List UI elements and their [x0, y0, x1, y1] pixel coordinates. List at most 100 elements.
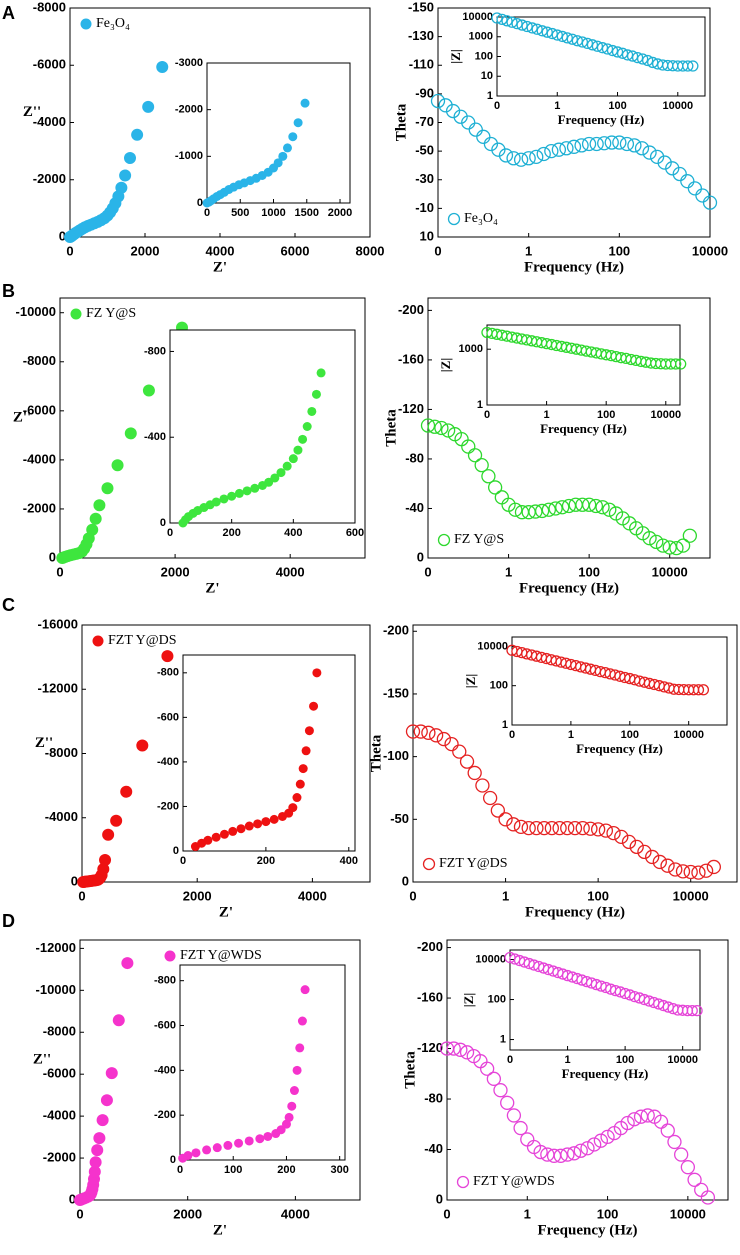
data-point — [631, 51, 644, 64]
y-tick-label: -200 — [154, 1109, 176, 1121]
x-tick-label: 4000 — [298, 888, 327, 903]
data-point — [552, 820, 567, 836]
legend-marker — [422, 857, 436, 871]
data-point — [657, 155, 672, 170]
x-tick-label: 1 — [554, 100, 560, 112]
x-tick-label: 2000 — [183, 888, 212, 903]
data-point — [498, 148, 514, 163]
data-point — [223, 1140, 233, 1150]
legend-label: Fe₃O₄ — [96, 16, 130, 31]
data-point — [606, 44, 619, 57]
data-point — [581, 497, 597, 512]
data-point — [596, 42, 609, 54]
y-tick-label: -150 — [408, 0, 434, 14]
data-point — [506, 16, 518, 28]
y-tick-label: -800 — [157, 667, 179, 679]
data-point — [597, 136, 612, 151]
data-point — [627, 138, 642, 153]
data-point — [551, 29, 563, 41]
data-point — [273, 158, 283, 168]
data-point — [88, 1165, 101, 1178]
x-tick-label: 2000 — [161, 564, 190, 579]
data-point — [529, 820, 544, 836]
x-axis-label: Frequency (Hz) — [540, 421, 627, 436]
legend-label: FZT Y@WDS — [473, 1174, 555, 1189]
x-tick-label: 0 — [484, 409, 490, 421]
y-tick-label: -600 — [157, 711, 179, 723]
data-point — [156, 60, 169, 73]
y-tick-label: -110 — [409, 57, 434, 72]
data-point — [288, 803, 298, 813]
data-point — [556, 30, 568, 43]
data-point — [479, 1061, 495, 1076]
data-point — [293, 118, 303, 128]
data-point — [649, 534, 664, 550]
x-tick-label: 2000 — [328, 207, 352, 219]
y-tick-label: -30 — [415, 171, 434, 186]
data-point — [675, 538, 691, 553]
x-tick-label: 2000 — [131, 243, 160, 258]
data-point — [284, 1112, 294, 1122]
data-point — [687, 181, 703, 196]
y-tick-label: 0 — [59, 228, 66, 243]
data-point — [461, 115, 476, 130]
data-point — [636, 53, 649, 65]
x-tick-label: 1000 — [261, 207, 285, 219]
data-point — [571, 35, 583, 47]
x-tick-label: 8000 — [356, 243, 385, 258]
data-point — [566, 1146, 582, 1161]
data-point — [483, 136, 499, 152]
data-point — [687, 1172, 702, 1187]
data-point — [136, 739, 149, 752]
data-point — [300, 98, 310, 108]
panel-label: C — [2, 595, 15, 615]
y-tick-label: -120 — [417, 1040, 443, 1055]
data-point — [293, 445, 303, 455]
data-point — [695, 188, 710, 203]
data-point — [487, 480, 503, 495]
y-axis-label: Theta — [393, 103, 409, 141]
x-tick-label: 200 — [277, 1164, 295, 1176]
y-tick-label: -1000 — [175, 150, 203, 162]
data-point — [516, 19, 528, 31]
x-tick-label: 4000 — [276, 564, 305, 579]
data-point — [536, 820, 552, 836]
y-axis-label: Z'' — [33, 1051, 51, 1067]
data-point — [513, 152, 529, 167]
plot-frame — [496, 16, 706, 97]
data-point — [559, 141, 574, 156]
x-tick-label: 1 — [502, 888, 509, 903]
x-tick-label: 100 — [578, 564, 600, 579]
data-point — [191, 1148, 201, 1158]
plot-frame — [486, 324, 681, 406]
x-tick-label: 0 — [509, 729, 515, 741]
data-point — [270, 473, 280, 483]
data-point — [508, 502, 523, 517]
x-tick-label: 10000 — [673, 888, 709, 903]
y-tick-label: -400 — [144, 431, 166, 443]
data-point — [292, 1065, 302, 1075]
data-point — [86, 523, 99, 536]
data-point — [430, 93, 446, 109]
y-tick-label: 1 — [500, 1033, 506, 1045]
data-point — [105, 1067, 118, 1080]
data-point — [660, 1123, 675, 1138]
data-point — [91, 1144, 104, 1157]
data-point — [219, 829, 229, 839]
data-point — [573, 1143, 588, 1158]
y-tick-label: -16000 — [38, 616, 78, 631]
y-axis-label: |Z| — [461, 993, 476, 1007]
x-tick-label: 1 — [564, 1054, 570, 1066]
y-tick-label: -8000 — [23, 353, 56, 368]
y-tick-label: -200 — [398, 302, 424, 317]
data-point — [560, 1147, 575, 1162]
data-point — [309, 701, 319, 711]
y-axis-label: Z'' — [35, 735, 53, 751]
data-point — [493, 1083, 508, 1098]
data-point — [278, 151, 288, 161]
y-tick-label: -800 — [144, 345, 166, 357]
y-tick-label: -40 — [405, 500, 424, 515]
x-tick-label: 100 — [608, 100, 626, 112]
data-point — [675, 864, 691, 879]
x-tick-label: 0 — [177, 1164, 183, 1176]
